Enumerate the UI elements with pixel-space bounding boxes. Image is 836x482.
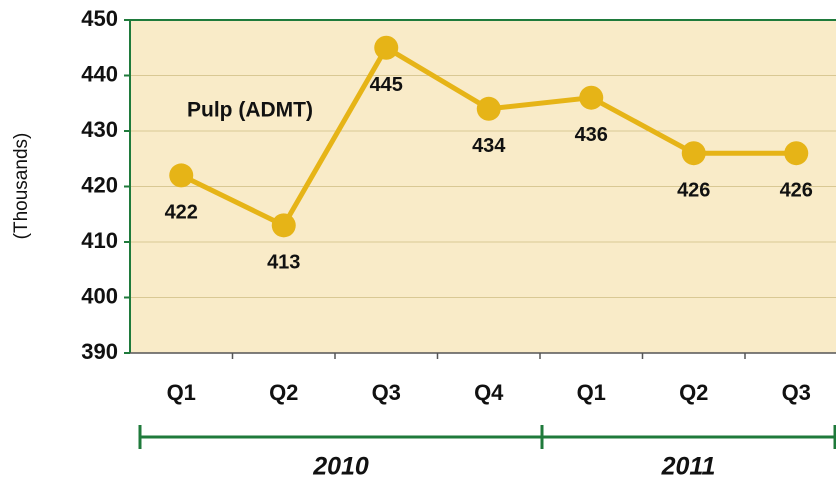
- data-label: 436: [575, 124, 608, 146]
- y-tick-label: 400: [81, 283, 118, 308]
- data-label: 413: [267, 252, 300, 274]
- x-tick-label: Q4: [474, 380, 504, 405]
- point: [169, 163, 194, 188]
- y-tick-label: 390: [81, 339, 118, 364]
- x-tick-label: Q2: [679, 380, 708, 405]
- x-tick-label: Q3: [372, 380, 401, 405]
- x-tick-label: Q3: [782, 380, 811, 405]
- point: [476, 96, 501, 121]
- group-label: 2011: [661, 453, 716, 481]
- point: [784, 141, 809, 166]
- y-axis-label: (Thousands): [11, 133, 32, 240]
- data-label: 445: [370, 74, 403, 96]
- point: [374, 35, 399, 60]
- group-label: 2010: [312, 453, 369, 481]
- y-tick-label: 440: [81, 61, 118, 86]
- annotation: Pulp (ADMT): [187, 99, 313, 122]
- point: [681, 141, 706, 166]
- x-tick-label: Q1: [577, 380, 606, 405]
- y-tick-label: 410: [81, 228, 118, 253]
- x-tick-label: Q2: [269, 380, 298, 405]
- x-tick-label: Q1: [167, 380, 196, 405]
- y-tick-label: 450: [81, 6, 118, 31]
- point: [271, 213, 296, 238]
- data-label: 426: [780, 179, 813, 201]
- data-label: 422: [165, 202, 198, 224]
- data-label: 434: [472, 135, 506, 157]
- point: [579, 85, 604, 110]
- y-tick-label: 420: [81, 172, 118, 197]
- y-tick-label: 430: [81, 117, 118, 142]
- data-label: 426: [677, 179, 710, 201]
